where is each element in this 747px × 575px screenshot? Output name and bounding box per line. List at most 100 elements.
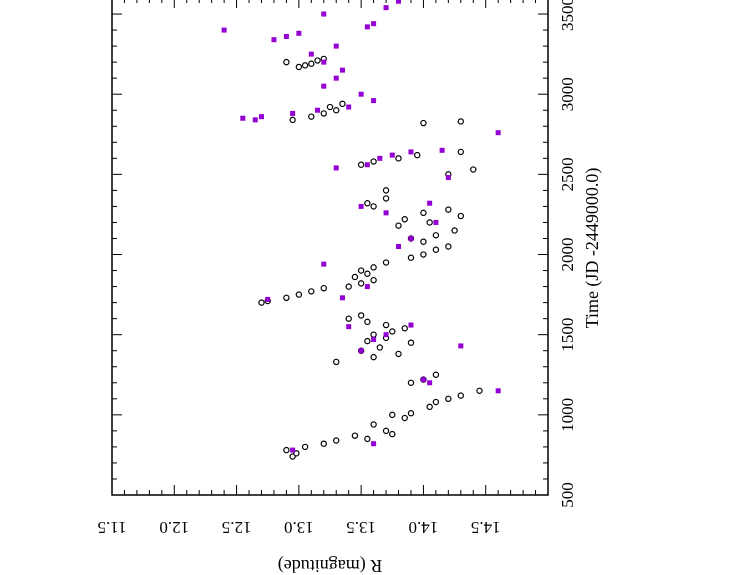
open-circle-point [432, 398, 440, 406]
filled-square-point [396, 244, 402, 249]
open-circle-point [401, 325, 408, 332]
open-circle-point [457, 392, 464, 399]
filled-square-point [290, 447, 296, 453]
open-circle-point [445, 243, 452, 250]
open-circle-point [357, 267, 365, 274]
open-circle-point [370, 264, 377, 271]
open-circle-point [308, 288, 315, 295]
filled-square-point [333, 165, 339, 171]
plot-frame [111, 0, 549, 496]
open-circle-point [407, 254, 415, 261]
open-circle-point [395, 155, 402, 162]
filled-square-point [495, 388, 501, 394]
filled-square-point [339, 295, 345, 301]
y-axis-title: R (magnitude) [278, 555, 382, 575]
open-circle-point [426, 219, 433, 226]
open-circle-point [314, 57, 321, 64]
open-circle-point [457, 148, 464, 156]
open-circle-point [364, 435, 371, 443]
filled-square-point [408, 235, 414, 241]
open-circle-point [308, 60, 315, 67]
axis-ticks [111, 0, 549, 496]
open-circle-point [445, 206, 452, 213]
filled-square-point [321, 83, 327, 89]
open-circle-point [370, 276, 377, 284]
filled-square-point [221, 27, 227, 33]
filled-square-point [458, 343, 464, 349]
open-circle-point [401, 216, 408, 223]
filled-square-point [258, 114, 264, 120]
open-circle-point [420, 119, 427, 127]
filled-square-point [420, 377, 426, 383]
filled-square-point [358, 203, 364, 209]
time-tick-label: 2000 [558, 238, 577, 272]
open-circle-point [370, 158, 377, 165]
data-points [221, 0, 501, 460]
open-circle-point [420, 238, 427, 245]
open-circle-point [345, 315, 352, 322]
open-circle-point [382, 187, 390, 194]
open-circle-point [283, 294, 290, 302]
filled-square-point [383, 332, 389, 338]
filled-square-point [427, 200, 433, 206]
magnitude-tick-label: 12.0 [159, 518, 189, 537]
filled-square-point [433, 219, 439, 225]
open-circle-point [407, 379, 415, 386]
x-axis-title: Time (JD -2449000.0) [582, 168, 603, 329]
open-circle-point [420, 251, 427, 258]
filled-square-point [283, 33, 289, 39]
filled-square-point [346, 104, 352, 110]
open-circle-point [295, 291, 303, 298]
open-circle-point [420, 209, 427, 217]
open-circle-point [357, 312, 365, 319]
time-tick-label: 3000 [558, 77, 577, 111]
open-circle-point [376, 344, 384, 351]
open-circle-point [470, 166, 477, 173]
open-circle-point [370, 203, 377, 210]
open-circle-point [432, 232, 440, 239]
time-tick-label: 1500 [558, 318, 577, 352]
magnitude-tick-label: 12.5 [222, 518, 252, 537]
open-circle-point [295, 63, 303, 71]
open-circle-point [364, 337, 371, 345]
open-circle-point [320, 110, 327, 117]
filled-square-point [265, 296, 271, 302]
filled-square-point [321, 261, 327, 267]
filled-square-point [396, 0, 402, 4]
open-circle-point [301, 62, 309, 69]
open-circle-point [351, 273, 359, 281]
open-circle-point [407, 410, 415, 417]
open-circle-point [370, 353, 377, 361]
open-circle-point [364, 200, 371, 207]
filled-square-point [271, 37, 277, 43]
open-circle-point [301, 443, 309, 451]
filled-square-point [445, 175, 451, 181]
open-circle-point [382, 259, 390, 266]
filled-square-point [308, 51, 314, 57]
filled-square-point [346, 324, 352, 330]
filled-square-point [383, 210, 389, 216]
open-circle-point [339, 100, 346, 108]
open-circle-point [357, 280, 365, 287]
time-tick-label: 3500 [558, 0, 577, 31]
filled-square-point [333, 43, 339, 49]
filled-square-point [290, 110, 296, 116]
filled-square-point [296, 30, 302, 36]
open-circle-point [333, 358, 340, 366]
time-tick-label: 1000 [558, 398, 577, 432]
filled-square-point [371, 21, 377, 27]
open-circle-point [432, 371, 440, 378]
filled-square-point [358, 348, 364, 354]
open-circle-point [326, 103, 334, 111]
magnitude-tick-label: 13.5 [346, 518, 376, 537]
open-circle-point [382, 195, 390, 202]
filled-square-point [339, 67, 345, 73]
open-circle-point [457, 118, 464, 125]
open-circle-point [345, 283, 352, 290]
open-circle-point [445, 395, 452, 403]
open-circle-point [426, 403, 433, 411]
filled-square-point [371, 441, 377, 447]
filled-square-point [333, 75, 339, 81]
open-circle-point [389, 430, 396, 438]
open-circle-point [333, 107, 340, 114]
